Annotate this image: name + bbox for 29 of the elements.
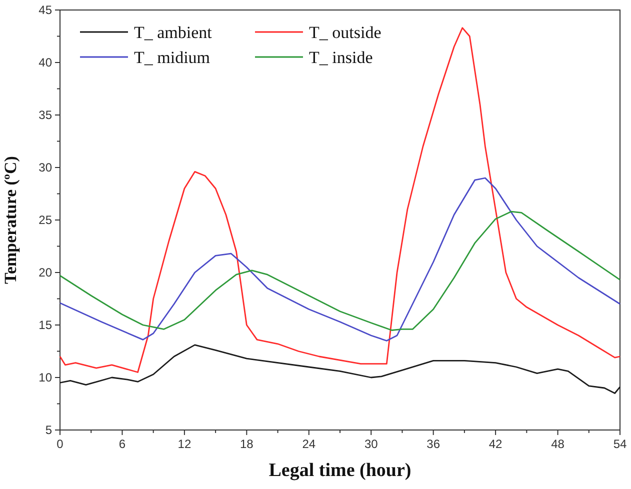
- y-tick-label: 40: [38, 56, 52, 70]
- y-tick-label: 15: [38, 318, 52, 332]
- legend-label: T_ inside: [309, 48, 373, 67]
- legend-label: T_ ambient: [134, 22, 212, 42]
- y-tick-label: 20: [38, 266, 52, 280]
- y-axis-title: Temperature (ºC): [1, 156, 20, 284]
- line-series: [59, 27, 621, 373]
- x-tick-label: 42: [488, 437, 503, 451]
- x-tick-label: 12: [178, 437, 192, 451]
- y-tick-label: 5: [45, 423, 52, 438]
- y-tick-label: 25: [38, 213, 52, 228]
- x-tick-label: 6: [118, 437, 126, 451]
- line-series: [59, 177, 621, 342]
- line-series: [59, 210, 621, 331]
- x-tick-label: 54: [613, 437, 627, 451]
- x-tick-label: 24: [302, 437, 316, 451]
- y-tick-label: 45: [38, 3, 52, 18]
- x-tick-label: 18: [240, 437, 254, 451]
- y-tick-label: 35: [38, 108, 52, 122]
- x-tick-label: 30: [364, 437, 378, 451]
- line-series: [59, 344, 621, 394]
- x-tick-label: 0: [56, 437, 64, 451]
- x-tick-label: 48: [551, 437, 565, 451]
- y-tick-label: 30: [38, 160, 52, 175]
- x-tick-label: 36: [426, 437, 440, 451]
- legend-label: T_ midium: [134, 48, 210, 67]
- y-tick-label: 10: [38, 370, 52, 385]
- legend-label: T_ outside: [309, 22, 382, 42]
- x-axis-title: Legal time (hour): [268, 460, 412, 481]
